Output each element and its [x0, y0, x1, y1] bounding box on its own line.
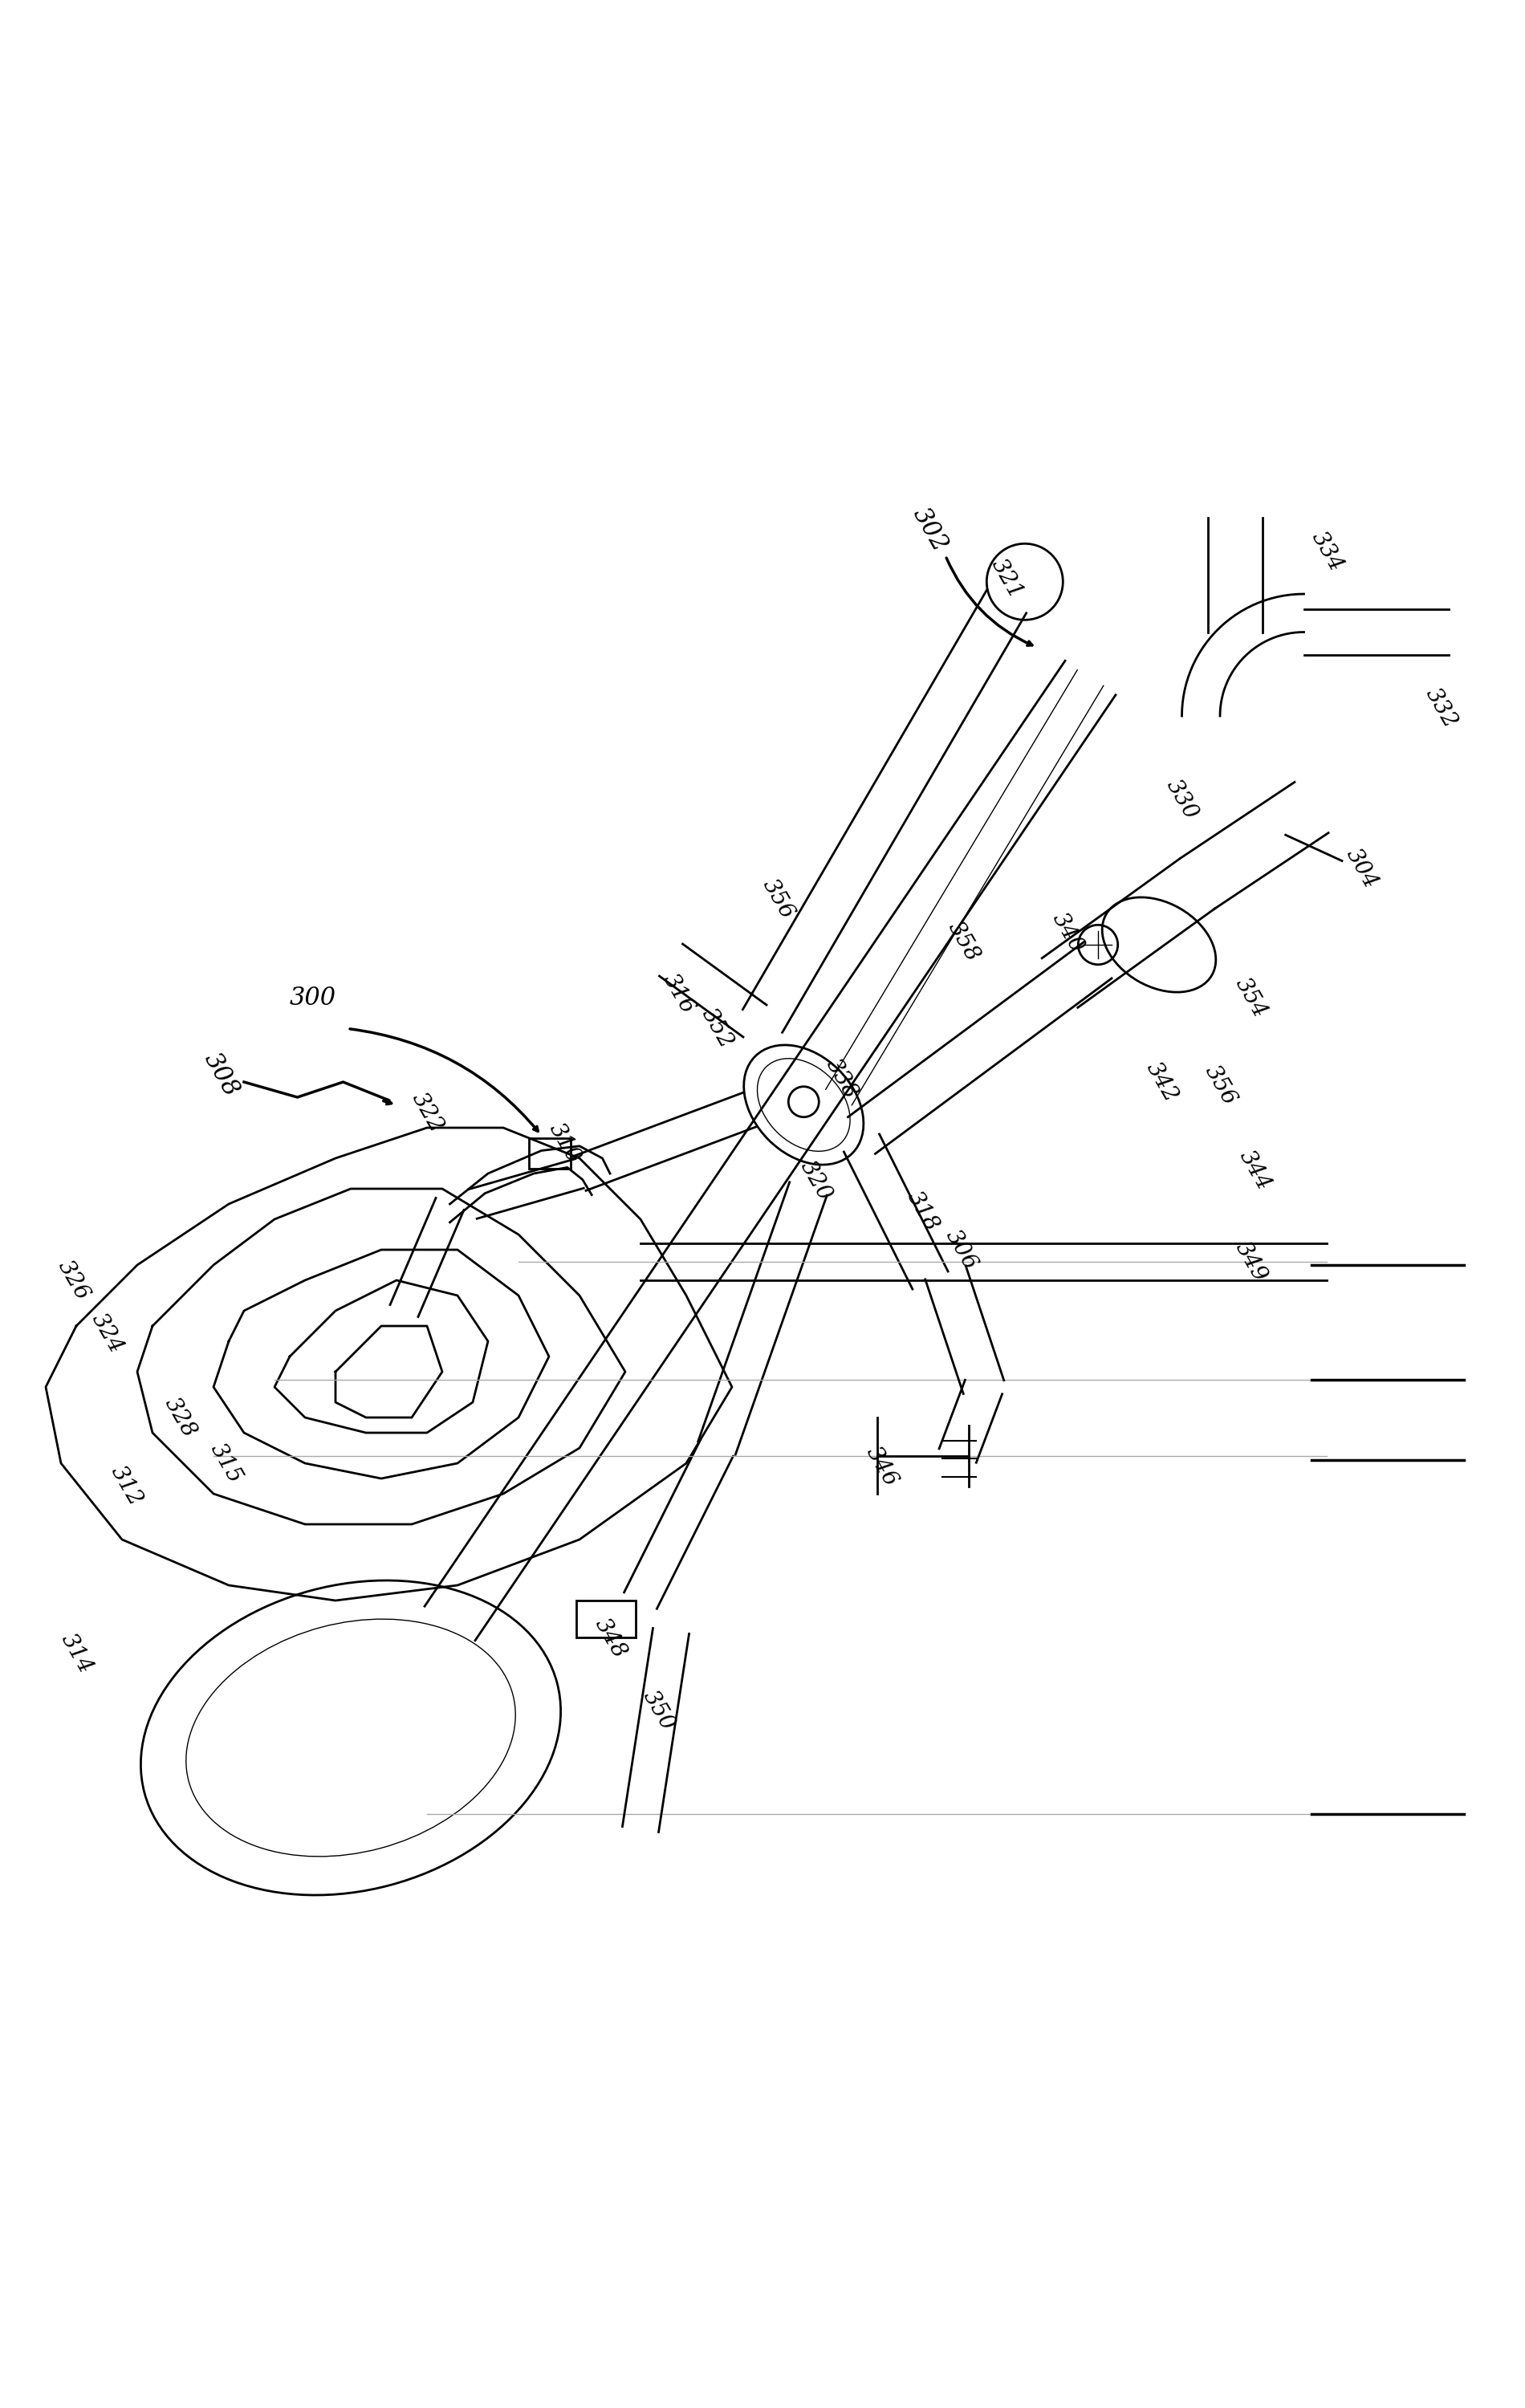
Text: 356: 356 — [758, 874, 798, 922]
Text: 338: 338 — [822, 1055, 862, 1103]
Text: 346: 346 — [862, 1442, 901, 1491]
Text: 312: 312 — [107, 1462, 146, 1510]
Text: 328: 328 — [160, 1394, 200, 1442]
Text: 358: 358 — [944, 917, 984, 966]
Text: 302: 302 — [907, 503, 953, 556]
Text: 310: 310 — [544, 1120, 584, 1168]
Text: 318: 318 — [903, 1187, 942, 1235]
Text: 306: 306 — [941, 1226, 981, 1274]
Text: 322: 322 — [407, 1088, 447, 1137]
Text: 354: 354 — [1231, 975, 1270, 1021]
Text: 321: 321 — [987, 554, 1026, 602]
Text: 352: 352 — [697, 1004, 737, 1052]
Text: 315: 315 — [206, 1440, 246, 1488]
Text: 308: 308 — [198, 1047, 244, 1100]
Text: 332: 332 — [1421, 684, 1461, 732]
Text: 342: 342 — [1142, 1057, 1182, 1105]
Text: 344: 344 — [1235, 1146, 1275, 1194]
Text: 350: 350 — [639, 1686, 679, 1734]
Text: 314: 314 — [56, 1630, 96, 1678]
Text: 330: 330 — [1162, 775, 1202, 824]
Text: 340: 340 — [1048, 908, 1087, 956]
Text: 349: 349 — [1231, 1238, 1270, 1286]
Text: 326: 326 — [53, 1257, 93, 1305]
Text: 324: 324 — [87, 1310, 127, 1358]
Text: 348: 348 — [590, 1616, 630, 1662]
Text: 356: 356 — [1200, 1062, 1240, 1108]
Text: 300: 300 — [290, 985, 336, 1011]
Text: 316: 316 — [659, 970, 698, 1016]
Text: 334: 334 — [1307, 527, 1347, 576]
Text: 304: 304 — [1342, 845, 1382, 893]
Text: 320: 320 — [796, 1158, 836, 1204]
